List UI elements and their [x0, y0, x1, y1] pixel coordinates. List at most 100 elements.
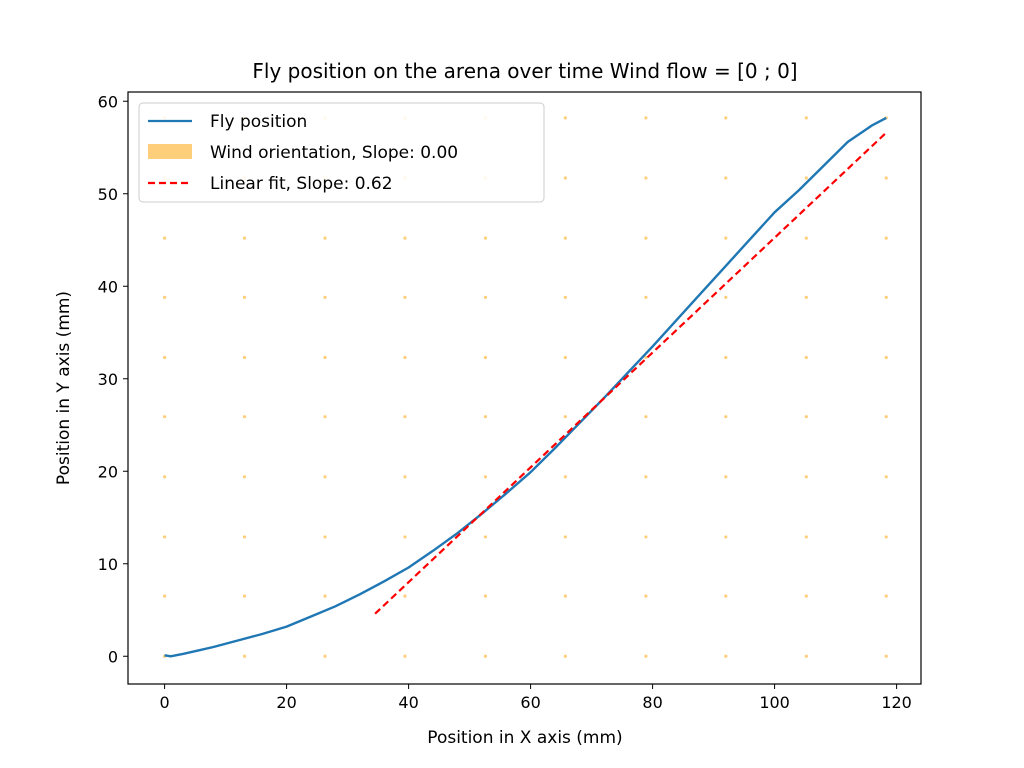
plot-frame: [127, 91, 922, 685]
x-tick-label: 100: [759, 693, 790, 712]
wind-arrow-9-8: [884, 176, 888, 180]
y-tick-label: 0: [108, 647, 118, 666]
wind-arrow-6-7: [644, 236, 648, 240]
y-tick-label: 20: [98, 462, 118, 481]
wind-arrow-8-9: [804, 116, 808, 120]
wind-arrow-0-4: [163, 415, 167, 419]
wind-arrow-2-3: [323, 475, 327, 479]
legend-label-fit: Linear fit, Slope: 0.62: [210, 174, 393, 194]
wind-arrow-8-8: [804, 176, 808, 180]
wind-arrow-5-7: [563, 236, 567, 240]
legend-label-wind: Wind orientation, Slope: 0.00: [210, 143, 458, 163]
wind-arrow-8-4: [804, 415, 808, 419]
wind-arrow-7-4: [724, 415, 728, 419]
chart-title: Fly position on the arena over time Wind…: [252, 59, 797, 83]
y-axis-label: Position in Y axis (mm): [54, 291, 74, 485]
wind-arrow-6-4: [644, 415, 648, 419]
wind-arrow-8-7: [804, 236, 808, 240]
legend-label-fly: Fly position: [210, 112, 307, 132]
wind-arrow-9-1: [884, 594, 888, 598]
wind-arrow-5-5: [563, 355, 567, 360]
wind-arrow-0-6: [163, 295, 167, 299]
wind-arrow-6-8: [644, 176, 648, 180]
wind-arrow-7-5: [724, 355, 728, 360]
wind-arrow-3-6: [403, 295, 407, 299]
series-layer: [164, 116, 887, 658]
wind-arrow-4-0: [483, 654, 488, 658]
legend: Fly position Wind orientation, Slope: 0.…: [138, 102, 545, 203]
wind-arrow-9-6: [884, 295, 888, 299]
wind-arrow-9-3: [884, 475, 888, 479]
wind-arrow-2-0: [323, 654, 327, 658]
wind-arrow-7-7: [724, 236, 728, 240]
wind-arrow-0-5: [163, 355, 167, 360]
wind-arrow-8-1: [804, 594, 808, 598]
y-tick-label: 40: [98, 277, 118, 296]
wind-arrow-8-6: [804, 295, 808, 299]
wind-arrow-9-0: [884, 654, 888, 658]
wind-arrow-4-2: [483, 535, 488, 539]
wind-arrow-5-9: [563, 116, 567, 120]
wind-arrow-1-2: [242, 535, 247, 539]
wind-arrow-2-4: [323, 415, 327, 419]
wind-arrow-8-0: [804, 654, 808, 658]
wind-arrow-0-1: [163, 594, 167, 598]
wind-arrow-8-3: [804, 475, 808, 479]
wind-arrow-3-4: [403, 415, 407, 419]
wind-arrow-1-3: [242, 475, 247, 479]
y-tick-label: 60: [98, 92, 118, 111]
wind-arrow-7-0: [724, 654, 728, 658]
x-axis: 0 20 40 60 80 100 120: [160, 684, 912, 712]
x-tick-label: 0: [160, 693, 170, 712]
wind-arrow-2-2: [323, 535, 327, 539]
wind-arrow-7-2: [724, 535, 728, 539]
x-tick-label: 40: [398, 693, 418, 712]
wind-arrow-7-8: [724, 176, 728, 180]
wind-arrow-6-9: [644, 116, 648, 120]
wind-arrow-0-2: [163, 535, 167, 539]
x-tick-label: 120: [881, 693, 912, 712]
wind-arrow-9-4: [884, 415, 888, 419]
wind-arrow-1-7: [242, 236, 247, 240]
wind-arrow-4-3: [483, 475, 488, 479]
wind-arrow-6-3: [644, 475, 648, 479]
wind-arrow-4-1: [483, 594, 488, 598]
wind-arrow-2-6: [323, 295, 327, 299]
wind-arrow-3-7: [403, 236, 407, 240]
wind-arrow-4-6: [483, 295, 488, 299]
wind-arrow-5-2: [563, 535, 567, 539]
y-tick-label: 30: [98, 370, 118, 389]
x-tick-label: 60: [520, 693, 540, 712]
x-tick-label: 80: [642, 693, 662, 712]
wind-arrow-1-5: [242, 355, 247, 360]
wind-arrow-7-9: [724, 116, 728, 120]
wind-arrow-5-0: [563, 654, 567, 658]
wind-arrow-6-0: [644, 654, 648, 658]
wind-arrow-6-5: [644, 355, 648, 360]
wind-arrow-5-1: [563, 594, 567, 598]
wind-arrow-5-8: [563, 176, 567, 180]
wind-arrow-3-3: [403, 475, 407, 479]
wind-arrow-8-2: [804, 535, 808, 539]
linear-fit-line: [374, 131, 887, 615]
wind-field: [163, 116, 888, 658]
wind-arrow-6-6: [644, 295, 648, 299]
wind-arrow-4-7: [483, 236, 488, 240]
wind-arrow-9-5: [884, 355, 888, 360]
wind-arrow-8-5: [804, 355, 808, 360]
wind-arrow-0-3: [163, 475, 167, 479]
x-axis-label: Position in X axis (mm): [427, 728, 622, 748]
wind-arrow-6-2: [644, 535, 648, 539]
wind-arrow-1-0: [242, 654, 247, 658]
wind-arrow-5-6: [563, 295, 567, 299]
wind-arrow-3-2: [403, 535, 407, 539]
wind-arrow-1-4: [242, 415, 247, 419]
wind-arrow-4-5: [483, 355, 488, 360]
wind-arrow-7-6: [724, 295, 728, 299]
wind-arrow-4-4: [483, 415, 488, 419]
wind-arrow-9-7: [884, 236, 888, 240]
wind-arrow-2-5: [323, 355, 327, 360]
wind-arrow-0-7: [163, 236, 167, 240]
legend-box: [138, 102, 545, 203]
